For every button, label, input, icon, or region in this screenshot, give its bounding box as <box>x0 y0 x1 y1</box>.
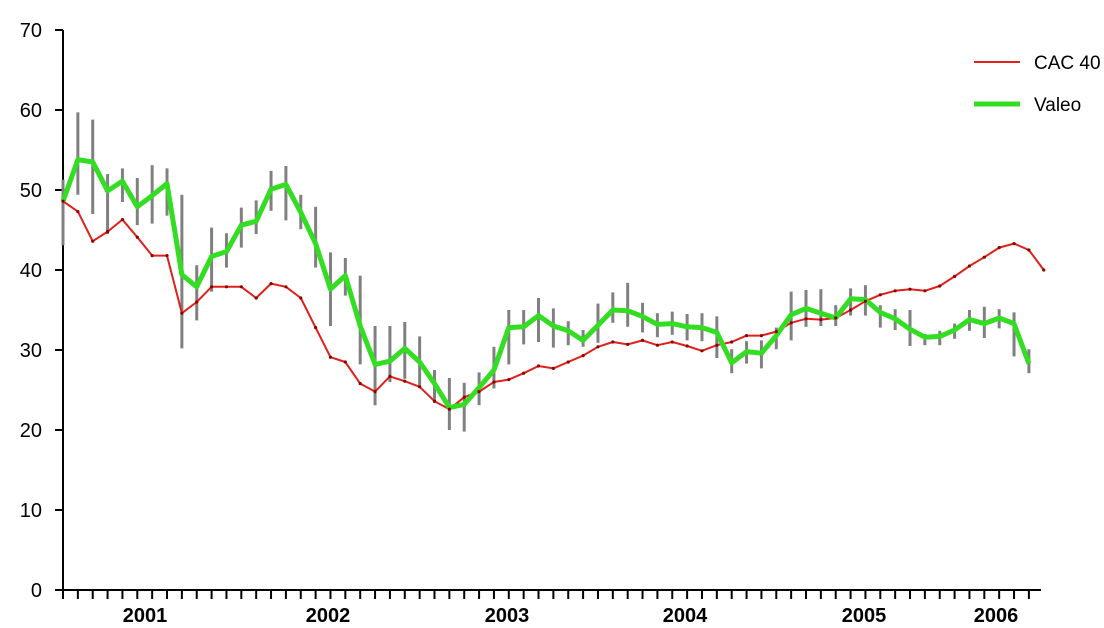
cac40-point <box>774 330 778 334</box>
cac40-point <box>403 379 407 383</box>
series-lines <box>60 157 1046 411</box>
cac40-point <box>863 299 868 303</box>
cac40-point <box>492 380 496 384</box>
cac40-point <box>581 354 585 358</box>
cac40-point <box>626 342 630 346</box>
cac40-point <box>150 254 154 258</box>
cac40-point <box>373 390 377 394</box>
cac40-point <box>611 340 615 344</box>
cac40-point <box>76 210 80 214</box>
cac40-point <box>551 366 555 370</box>
cac40-point <box>1012 242 1016 246</box>
cac40-point <box>1042 268 1046 272</box>
cac40-point <box>967 264 972 268</box>
cac40-point <box>982 255 986 259</box>
cac40-point <box>284 285 288 289</box>
cac40-point <box>908 287 912 291</box>
cac40-point <box>953 274 957 278</box>
valeo-range-bars <box>61 112 1031 432</box>
cac40-point <box>418 385 422 389</box>
cac40-point <box>744 334 749 338</box>
cac40-point <box>507 378 511 382</box>
cac40-point <box>893 289 897 293</box>
cac40-point <box>61 199 65 203</box>
x-year-label: 2003 <box>485 605 530 627</box>
legend-label-cac40: CAC 40 <box>1034 53 1101 74</box>
cac40-point <box>135 235 139 239</box>
cac40-point <box>239 285 243 289</box>
x-year-label: 2006 <box>974 605 1019 627</box>
cac40-point <box>91 239 95 243</box>
cac40-point <box>224 285 229 289</box>
cac40-point <box>759 334 764 338</box>
y-tick-label: 20 <box>20 420 42 442</box>
cac40-point <box>804 317 808 321</box>
cac40-point <box>1027 248 1031 252</box>
y-tick-label: 0 <box>31 580 42 602</box>
cac40-point <box>388 374 392 378</box>
y-tick-label: 70 <box>20 20 42 42</box>
cac40-point <box>938 284 942 288</box>
cac40-point <box>685 344 689 348</box>
cac40-point <box>878 293 882 297</box>
cac40-point <box>328 355 333 359</box>
cac40-point <box>655 343 660 347</box>
cac40-point <box>997 246 1001 250</box>
cac40-point <box>432 399 437 403</box>
cac40-point <box>314 326 318 330</box>
y-tick-label: 10 <box>20 500 42 522</box>
x-year-label: 2002 <box>306 605 351 627</box>
y-axis: 0 10 20 30 40 50 60 70 <box>20 20 64 602</box>
cac40-point <box>819 318 823 322</box>
cac40-point <box>462 395 466 399</box>
cac40-point <box>358 382 362 386</box>
cac40-point <box>566 360 570 364</box>
x-year-label: 2004 <box>663 605 708 627</box>
y-tick-label: 40 <box>20 260 42 282</box>
cac40-point <box>269 282 273 286</box>
y-tick-label: 50 <box>20 180 42 202</box>
cac40-point <box>848 308 853 312</box>
cac40-point <box>105 230 110 234</box>
cac40-point <box>120 218 125 222</box>
valeo-line <box>60 157 1032 411</box>
x-year-label: 2005 <box>842 605 887 627</box>
cac40-point <box>715 343 719 347</box>
cac40-point <box>210 285 214 289</box>
cac40-point <box>477 390 481 394</box>
cac40-point <box>522 371 526 375</box>
cac40-point <box>195 300 199 304</box>
cac40-point <box>536 364 541 368</box>
legend: CAC 40 Valeo <box>974 53 1101 116</box>
cac40-point <box>923 289 927 293</box>
cac40-point <box>700 349 704 353</box>
cac40-point <box>640 338 645 342</box>
cac40-point <box>730 340 734 344</box>
cac40-point <box>165 254 169 258</box>
cac40-point <box>596 345 600 349</box>
cac40-point <box>343 360 347 364</box>
y-tick-label: 60 <box>20 100 42 122</box>
x-axis: 2001 2002 2003 2004 2005 2006 <box>62 589 1041 627</box>
cac40-point <box>447 407 451 411</box>
cac40-point <box>299 296 303 300</box>
cac40-point <box>834 316 838 320</box>
x-year-label: 2001 <box>123 605 168 627</box>
legend-label-valeo: Valeo <box>1034 95 1081 116</box>
y-tick-label: 30 <box>20 340 42 362</box>
cac40-point <box>670 340 674 344</box>
cac40-point <box>789 321 793 325</box>
cac40-point <box>254 296 258 300</box>
cac40-point <box>180 311 184 315</box>
